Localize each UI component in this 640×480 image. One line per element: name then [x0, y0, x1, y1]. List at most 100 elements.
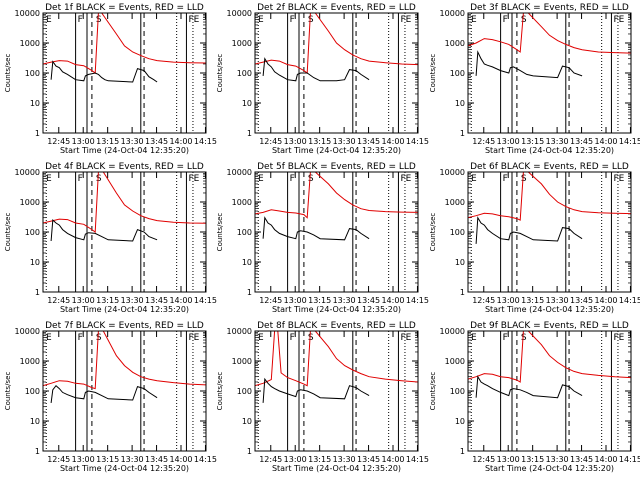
x-tick-label: 13:00 [72, 455, 95, 464]
marker-label-f: F [503, 174, 508, 184]
x-axis-label: Start Time (24-Oct-04 12:35:20) [60, 146, 189, 155]
lld-series-line [43, 13, 206, 74]
marker-label-f: F [290, 15, 295, 25]
y-tick-label: 10 [242, 417, 252, 426]
marker-label-e: E [46, 174, 52, 184]
plot-frame [42, 330, 207, 452]
marker-label-fe: FE [188, 15, 199, 25]
y-tick-label: 100 [237, 228, 252, 237]
y-axis-label: Counts/sec [216, 372, 224, 411]
plot-frame [467, 171, 632, 293]
x-tick-label: 14:00 [169, 455, 192, 464]
y-tick-label: 10000 [15, 9, 40, 18]
y-axis-label: Counts/sec [4, 54, 12, 93]
y-tick-label: 1000 [445, 357, 465, 366]
x-axis-label: Start Time (24-Oct-04 12:35:20) [272, 305, 401, 314]
y-axis-label: Counts/sec [216, 54, 224, 93]
marker-label-fe: FE [400, 174, 411, 184]
y-tick-label: 10 [455, 99, 465, 108]
marker-label-fe: FE [613, 333, 624, 343]
y-axis-label: Counts/sec [429, 372, 437, 411]
marker-label-f: F [503, 333, 508, 343]
y-tick-label: 100 [450, 69, 465, 78]
x-tick-label: 14:15 [406, 455, 429, 464]
x-tick-label: 13:15 [308, 296, 331, 305]
x-tick-label: 13:15 [521, 296, 544, 305]
panel-title: Det 1f BLACK = Events, RED = LLD [45, 3, 204, 13]
marker-label-e: E [471, 15, 477, 25]
y-tick-label: 1 [460, 288, 465, 297]
x-axis-label: Start Time (24-Oct-04 12:35:20) [272, 464, 401, 473]
x-tick-label: 13:30 [333, 455, 356, 464]
events-series-line [262, 57, 370, 82]
lld-series-line [43, 331, 206, 390]
x-tick-label: 13:00 [284, 137, 307, 146]
y-tick-label: 10 [242, 258, 252, 267]
x-tick-label: 13:45 [145, 455, 168, 464]
x-tick-label: 13:30 [546, 296, 569, 305]
x-tick-label: 14:00 [594, 455, 617, 464]
x-tick-label: 13:00 [72, 137, 95, 146]
y-tick-label: 100 [25, 387, 40, 396]
x-tick-label: 14:15 [194, 455, 217, 464]
x-tick-label: 12:45 [259, 137, 282, 146]
y-tick-label: 1000 [232, 39, 252, 48]
y-tick-label: 1000 [20, 39, 40, 48]
y-tick-label: 1000 [232, 198, 252, 207]
panel-8: Det 8f BLACK = Events, RED = LLD Counts/s… [216, 321, 429, 473]
marker-label-fe: FE [188, 174, 199, 184]
x-tick-label: 13:30 [333, 296, 356, 305]
marker-label-f: F [78, 333, 83, 343]
x-tick-label: 14:00 [594, 137, 617, 146]
y-tick-label: 1000 [445, 198, 465, 207]
y-tick-label: 10000 [15, 168, 40, 177]
marker-label-s: S [308, 174, 314, 184]
events-series-line [50, 60, 158, 83]
events-series-line [475, 216, 583, 244]
panel-title: Det 8f BLACK = Events, RED = LLD [257, 321, 416, 331]
x-tick-label: 13:30 [121, 137, 144, 146]
x-tick-label: 13:15 [308, 137, 331, 146]
x-tick-label: 13:00 [497, 455, 520, 464]
panel-3: Det 3f BLACK = Events, RED = LLD Counts/s… [429, 3, 640, 155]
y-tick-label: 1 [35, 447, 40, 456]
lld-series-line [255, 172, 418, 219]
x-tick-label: 12:45 [47, 455, 70, 464]
lld-series-line [468, 13, 631, 54]
x-tick-label: 12:45 [472, 455, 495, 464]
y-tick-label: 100 [25, 228, 40, 237]
events-series-line [475, 375, 583, 399]
x-tick-label: 13:30 [121, 296, 144, 305]
x-tick-label: 13:45 [570, 137, 593, 146]
x-tick-label: 13:00 [497, 296, 520, 305]
x-tick-label: 13:15 [96, 455, 119, 464]
panel-5: Det 5f BLACK = Events, RED = LLD Counts/s… [216, 162, 429, 314]
y-tick-label: 1 [35, 129, 40, 138]
x-tick-label: 14:15 [194, 137, 217, 146]
events-series-line [50, 384, 158, 403]
x-tick-label: 13:15 [96, 137, 119, 146]
y-tick-label: 100 [450, 387, 465, 396]
plot-frame [254, 171, 419, 293]
y-axis-label: Counts/sec [4, 213, 12, 252]
plot-frame [254, 12, 419, 134]
y-tick-label: 10000 [440, 9, 465, 18]
x-tick-label: 13:30 [546, 137, 569, 146]
x-tick-label: 13:00 [72, 296, 95, 305]
marker-label-s: S [521, 333, 527, 343]
marker-label-s: S [96, 333, 102, 343]
panel-9: Det 9f BLACK = Events, RED = LLD Counts/s… [429, 321, 640, 473]
marker-label-e: E [258, 174, 264, 184]
x-tick-label: 13:45 [570, 296, 593, 305]
marker-label-e: E [471, 333, 477, 343]
marker-label-e: E [471, 174, 477, 184]
marker-label-f: F [78, 174, 83, 184]
x-tick-label: 14:15 [619, 137, 640, 146]
marker-label-e: E [258, 333, 264, 343]
x-tick-label: 13:30 [121, 455, 144, 464]
x-tick-label: 14:00 [381, 455, 404, 464]
y-tick-label: 10000 [440, 168, 465, 177]
x-tick-label: 13:15 [521, 455, 544, 464]
y-tick-label: 100 [237, 69, 252, 78]
plot-frame [42, 12, 207, 134]
